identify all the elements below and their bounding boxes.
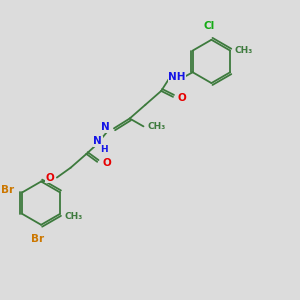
Text: O: O (102, 158, 111, 168)
Text: Br: Br (31, 234, 44, 244)
Text: O: O (178, 93, 187, 103)
Text: CH₃: CH₃ (147, 122, 166, 131)
Text: H: H (100, 145, 108, 154)
Text: NH: NH (168, 72, 186, 82)
Text: Cl: Cl (204, 21, 215, 31)
Text: CH₃: CH₃ (234, 46, 252, 55)
Text: N: N (101, 122, 110, 132)
Text: O: O (45, 172, 54, 183)
Text: Br: Br (2, 185, 14, 195)
Text: N: N (93, 136, 102, 146)
Text: CH₃: CH₃ (65, 212, 83, 221)
